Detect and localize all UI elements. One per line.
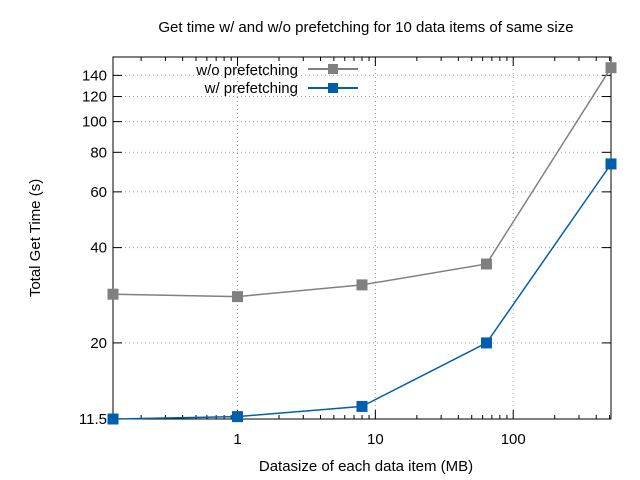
legend: w/o prefetching w/ prefetching [195, 62, 358, 97]
y-tick-label: 11.5 [79, 411, 107, 428]
legend-marker-without-prefetching [328, 64, 338, 74]
legend-marker-with-prefetching [328, 83, 338, 93]
chart-title: Get time w/ and w/o prefetching for 10 d… [158, 19, 573, 36]
data-point-marker [605, 158, 617, 170]
y-axis-label: Total Get Time (s) [27, 179, 44, 297]
x-tick-label: 1 [233, 431, 241, 448]
data-point-marker [232, 291, 243, 303]
series-line-0 [112, 67, 612, 298]
ticks [113, 57, 611, 420]
data-point-marker [481, 258, 492, 270]
legend-label-without-prefetching: w/o prefetching [195, 62, 298, 79]
data-point-marker [356, 400, 368, 412]
data-point-marker [107, 288, 119, 300]
data-point-marker [107, 413, 119, 425]
data-point-marker [481, 337, 492, 349]
gridlines [113, 57, 611, 419]
data-point-marker [356, 279, 368, 291]
y-tick-label: 120 [82, 89, 107, 106]
x-axis-label: Datasize of each data item (MB) [259, 458, 473, 475]
series-lines [107, 62, 617, 425]
data-point-marker [605, 62, 617, 74]
y-tick-label: 100 [82, 114, 107, 131]
series-line-1 [112, 163, 612, 420]
x-tick-label: 100 [501, 431, 526, 448]
y-tick-label: 20 [90, 335, 107, 352]
x-tick-label: 10 [367, 431, 384, 448]
y-tick-label: 140 [82, 67, 107, 84]
plot-frame [112, 56, 612, 420]
legend-label-with-prefetching: w/ prefetching [204, 80, 298, 97]
y-tick-label: 80 [90, 144, 107, 161]
y-tick-label: 60 [90, 184, 107, 201]
y-tick-label: 40 [90, 240, 107, 257]
data-point-marker [232, 411, 243, 423]
tick-labels: 1 10 100 11.5 20 40 60 80 100 120 140 [79, 67, 526, 448]
